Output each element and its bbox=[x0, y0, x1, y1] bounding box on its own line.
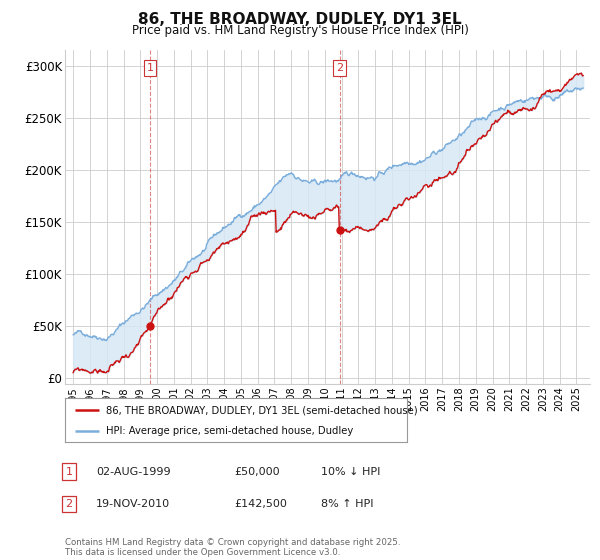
Text: 2: 2 bbox=[336, 63, 343, 73]
Text: HPI: Average price, semi-detached house, Dudley: HPI: Average price, semi-detached house,… bbox=[106, 426, 353, 436]
Text: Contains HM Land Registry data © Crown copyright and database right 2025.
This d: Contains HM Land Registry data © Crown c… bbox=[65, 538, 400, 557]
Text: 1: 1 bbox=[146, 63, 154, 73]
Text: 19-NOV-2010: 19-NOV-2010 bbox=[96, 499, 170, 509]
Text: 02-AUG-1999: 02-AUG-1999 bbox=[96, 466, 170, 477]
Text: £50,000: £50,000 bbox=[234, 466, 280, 477]
Text: 1: 1 bbox=[65, 466, 73, 477]
Text: 10% ↓ HPI: 10% ↓ HPI bbox=[321, 466, 380, 477]
Text: 86, THE BROADWAY, DUDLEY, DY1 3EL (semi-detached house): 86, THE BROADWAY, DUDLEY, DY1 3EL (semi-… bbox=[106, 405, 418, 415]
Text: 8% ↑ HPI: 8% ↑ HPI bbox=[321, 499, 373, 509]
Text: Price paid vs. HM Land Registry's House Price Index (HPI): Price paid vs. HM Land Registry's House … bbox=[131, 24, 469, 37]
Text: 86, THE BROADWAY, DUDLEY, DY1 3EL: 86, THE BROADWAY, DUDLEY, DY1 3EL bbox=[138, 12, 462, 27]
Text: £142,500: £142,500 bbox=[234, 499, 287, 509]
Text: 2: 2 bbox=[65, 499, 73, 509]
